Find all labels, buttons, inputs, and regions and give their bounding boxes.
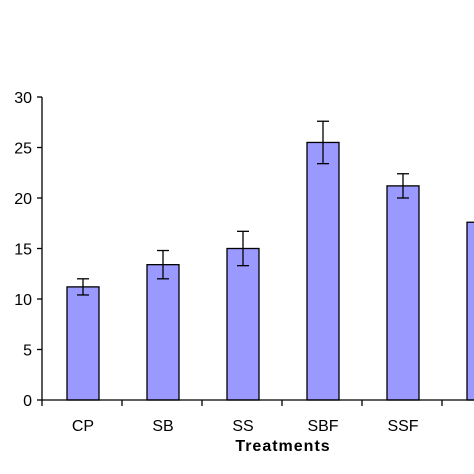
x-tick-label: SBF	[307, 418, 338, 435]
error-bars-layer	[77, 120, 409, 296]
x-tick-label: CP	[72, 418, 94, 435]
error-bar-ssf	[397, 173, 409, 199]
y-tick-label: 10	[14, 292, 32, 309]
bar-sbf	[306, 141, 340, 401]
y-tick-label: 5	[23, 343, 32, 360]
error-bar-sb	[157, 249, 169, 280]
error-bar-ss	[237, 230, 249, 267]
bar-cp	[66, 286, 100, 401]
y-tick-label: 25	[14, 141, 32, 158]
bar-s	[466, 221, 474, 401]
bar-ssf	[386, 185, 420, 401]
x-tick-label: SSF	[387, 418, 418, 435]
error-bar-cp	[77, 278, 89, 296]
error-bar-sbf	[317, 120, 329, 165]
bars-layer	[66, 141, 474, 401]
x-ticks: CPSBSSSBFSSFS	[41, 400, 443, 435]
y-tick-label: 30	[14, 90, 32, 107]
y-tick-label: 15	[14, 242, 32, 259]
x-tick-label: SB	[152, 418, 173, 435]
bar-ss	[226, 247, 260, 401]
x-tick-label: SS	[232, 418, 253, 435]
y-ticks: 0 5 10 15 20 25 30	[14, 90, 42, 410]
bar-sb	[146, 264, 180, 401]
x-axis-title: Treatments	[235, 438, 330, 455]
y-tick-label: 0	[23, 393, 32, 410]
y-tick-label: 20	[14, 191, 32, 208]
